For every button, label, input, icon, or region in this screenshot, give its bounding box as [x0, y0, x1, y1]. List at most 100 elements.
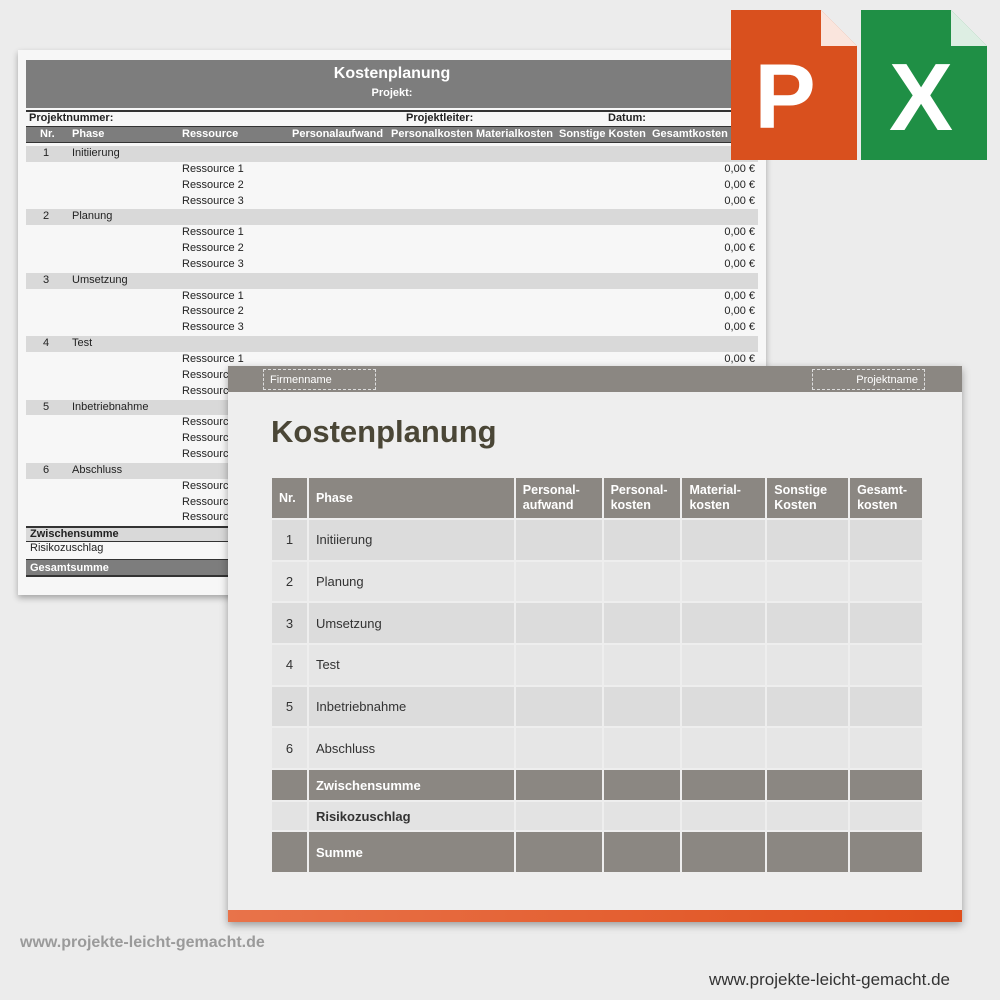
- resource-name: Ressource 1: [182, 226, 244, 239]
- cell: [680, 830, 768, 875]
- phase-name: Planung: [72, 210, 113, 223]
- total-cost: 0,00 €: [724, 242, 755, 255]
- sheet-resource-row: Ressource 1 0,00 €: [26, 162, 758, 178]
- total-cost: 0,00 €: [724, 352, 755, 365]
- svg-text:X: X: [889, 44, 953, 151]
- cell: [848, 768, 924, 803]
- risk-label: Risikozuschlag: [306, 800, 516, 833]
- slide-col-header: Personal- aufwand: [513, 476, 604, 520]
- slide-col-header: Sonstige Kosten: [765, 476, 851, 520]
- slide-table-row: 5 Inbetriebnahme: [270, 684, 924, 729]
- cell: [765, 518, 851, 562]
- phase-name: Inbetriebnahme: [72, 400, 149, 413]
- total-cost: 0,00 €: [724, 178, 755, 191]
- slide-table-row: 4 Test: [270, 643, 924, 687]
- sheet-header-row: Nr. Phase Ressource Personalaufwand Pers…: [26, 126, 758, 143]
- sheet-resource-row: Ressource 1 0,00 €: [26, 289, 758, 305]
- sheet-risk: Risikozuschlag: [30, 542, 104, 554]
- phase-nr: 2: [43, 210, 50, 223]
- cell: [680, 800, 768, 833]
- row-nr: 5: [270, 684, 309, 729]
- cell: [848, 518, 924, 562]
- row-nr: 4: [270, 643, 309, 687]
- cell: [765, 726, 851, 771]
- total-cost: 0,00 €: [724, 257, 755, 270]
- cell: [601, 800, 683, 833]
- cell: [601, 684, 683, 729]
- cell: [601, 518, 683, 562]
- cell: [601, 643, 683, 687]
- cell: [680, 601, 768, 646]
- col-header: Personalaufwand: [292, 128, 384, 140]
- total-label: Summe: [306, 830, 516, 875]
- row-phase: Test: [306, 643, 516, 687]
- phase-name: Umsetzung: [72, 273, 128, 286]
- slide-col-header: Material- kosten: [680, 476, 768, 520]
- cell: [513, 684, 604, 729]
- row-phase: Umsetzung: [306, 601, 516, 646]
- cell: [513, 643, 604, 687]
- slide-table-row: 6 Abschluss: [270, 726, 924, 771]
- total-cost: 0,00 €: [724, 194, 755, 207]
- cell: [765, 830, 851, 875]
- slide-col-header: Gesamt- kosten: [848, 476, 924, 520]
- phase-nr: 1: [43, 147, 50, 159]
- cell: [513, 601, 604, 646]
- phase-name: Abschluss: [72, 463, 123, 476]
- resource-name: Ressource 3: [182, 321, 244, 334]
- cell: [680, 518, 768, 562]
- col-header: Sonstige Kosten: [559, 128, 646, 140]
- sheet-resource-row: Ressource 3 0,00 €: [26, 257, 758, 273]
- row-phase: Initiierung: [306, 518, 516, 562]
- cell: [270, 800, 309, 833]
- phase-name: Test: [72, 337, 93, 350]
- total-cost: 0,00 €: [724, 305, 755, 318]
- total-cost: 0,00 €: [724, 226, 755, 239]
- subtotal-label: Zwischensumme: [306, 768, 516, 803]
- cell: [680, 643, 768, 687]
- sheet-phase-row: 4 Test: [26, 336, 758, 352]
- slide-total-row: Summe: [270, 830, 924, 875]
- sheet-title-band: Kostenplanung Projekt:: [26, 60, 758, 108]
- project-number-label: Projektnummer:: [29, 112, 114, 124]
- cell: [680, 726, 768, 771]
- phase-nr: 6: [43, 463, 50, 476]
- phase-nr: 4: [43, 337, 50, 350]
- resource-name: Ressource 2: [182, 305, 244, 318]
- resource-name: Ressource 1: [182, 352, 244, 365]
- row-nr: 2: [270, 559, 309, 604]
- sheet-phase-row: 2 Planung: [26, 209, 758, 226]
- sheet-resource-row: Ressource 1 0,00 €: [26, 352, 758, 368]
- sheet-resource-row: Ressource 3 0,00 €: [26, 194, 758, 210]
- sheet-resource-row: Ressource 2 0,00 €: [26, 241, 758, 257]
- slide-subtotal-row: Zwischensumme: [270, 768, 924, 803]
- cell: [601, 768, 683, 803]
- slide-risk-row: Risikozuschlag: [270, 800, 924, 833]
- footer-url[interactable]: www.projekte-leicht-gemacht.de: [709, 970, 950, 989]
- project-placeholder: Projektname: [812, 369, 925, 390]
- slide-cost-table: Nr. Phase Personal- aufwand Personal- koste…: [270, 476, 924, 875]
- excel-icon: X: [861, 10, 987, 160]
- watermark: www.projekte-leicht-gemacht.de: [20, 934, 265, 951]
- slide-title: Kostenplanung: [271, 414, 497, 449]
- powerpoint-icon: P: [731, 10, 857, 160]
- total-cost: 0,00 €: [724, 162, 755, 175]
- slide-col-header: Personal- kosten: [601, 476, 683, 520]
- slide-col-header: Phase: [306, 476, 516, 520]
- cell: [513, 518, 604, 562]
- project-lead-label: Projektleiter:: [406, 112, 474, 124]
- cell: [270, 830, 309, 875]
- sheet-meta-row: Projektnummer: Projektleiter: Datum:: [26, 110, 758, 125]
- cell: [680, 559, 768, 604]
- slide-table-row: 3 Umsetzung: [270, 601, 924, 646]
- cell: [848, 726, 924, 771]
- cell: [848, 559, 924, 604]
- col-header: Phase: [72, 128, 105, 140]
- slide-table-row: 1 Initiierung: [270, 518, 924, 562]
- cell: [765, 643, 851, 687]
- cell: [680, 684, 768, 729]
- slide-header-bar: Firmenname Projektname: [228, 366, 962, 392]
- cell: [765, 800, 851, 833]
- company-placeholder: Firmenname: [263, 369, 376, 390]
- cell: [270, 768, 309, 803]
